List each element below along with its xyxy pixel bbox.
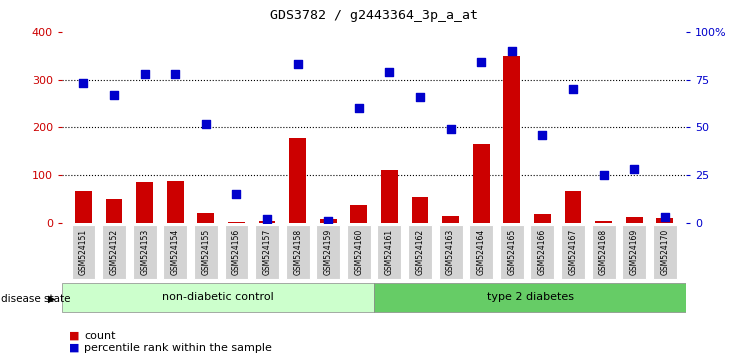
Text: ▶: ▶ <box>48 294 55 304</box>
Bar <box>473 144 490 223</box>
Bar <box>289 138 306 223</box>
FancyBboxPatch shape <box>102 225 126 279</box>
Bar <box>656 218 673 223</box>
Text: GSM524163: GSM524163 <box>446 229 455 275</box>
Point <box>598 172 610 178</box>
Text: GSM524153: GSM524153 <box>140 229 149 275</box>
Bar <box>564 190 581 223</box>
FancyBboxPatch shape <box>133 225 157 279</box>
Point <box>200 121 212 126</box>
FancyBboxPatch shape <box>316 225 340 279</box>
Text: GSM524162: GSM524162 <box>415 229 425 275</box>
Text: GSM524155: GSM524155 <box>201 229 210 275</box>
Text: disease state: disease state <box>1 294 71 304</box>
FancyBboxPatch shape <box>561 225 585 279</box>
Point <box>383 69 395 75</box>
Text: type 2 diabetes: type 2 diabetes <box>487 292 574 302</box>
FancyBboxPatch shape <box>469 225 493 279</box>
Point <box>261 216 273 222</box>
Point <box>506 48 518 54</box>
FancyBboxPatch shape <box>622 225 646 279</box>
FancyBboxPatch shape <box>500 225 523 279</box>
Bar <box>626 217 642 223</box>
Text: GSM524159: GSM524159 <box>323 229 333 275</box>
FancyBboxPatch shape <box>531 225 554 279</box>
FancyBboxPatch shape <box>653 225 677 279</box>
Point <box>231 192 242 197</box>
Bar <box>442 216 459 223</box>
Point <box>475 59 487 65</box>
Text: GSM524168: GSM524168 <box>599 229 608 275</box>
Point <box>77 81 89 86</box>
Point <box>629 167 640 172</box>
Bar <box>350 205 367 223</box>
FancyBboxPatch shape <box>347 225 371 279</box>
Point <box>445 126 456 132</box>
Text: GSM524160: GSM524160 <box>354 229 364 275</box>
Text: GSM524165: GSM524165 <box>507 229 516 275</box>
Bar <box>412 197 429 223</box>
Text: GSM524164: GSM524164 <box>477 229 485 275</box>
Bar <box>75 190 92 223</box>
Text: percentile rank within the sample: percentile rank within the sample <box>84 343 272 353</box>
FancyBboxPatch shape <box>194 225 218 279</box>
Text: ■: ■ <box>69 331 80 341</box>
Bar <box>381 171 398 223</box>
FancyBboxPatch shape <box>72 225 96 279</box>
Text: count: count <box>84 331 115 341</box>
FancyBboxPatch shape <box>164 225 187 279</box>
FancyBboxPatch shape <box>374 283 686 312</box>
FancyBboxPatch shape <box>377 225 402 279</box>
Bar <box>197 212 215 223</box>
Point <box>567 86 579 92</box>
FancyBboxPatch shape <box>591 225 615 279</box>
Text: GSM524161: GSM524161 <box>385 229 394 275</box>
Text: GDS3782 / g2443364_3p_a_at: GDS3782 / g2443364_3p_a_at <box>270 9 478 22</box>
Text: GSM524158: GSM524158 <box>293 229 302 275</box>
Text: GSM524156: GSM524156 <box>232 229 241 275</box>
Bar <box>106 199 123 223</box>
Text: GSM524166: GSM524166 <box>538 229 547 275</box>
Point <box>323 218 334 224</box>
Point <box>414 94 426 100</box>
Point <box>292 62 304 67</box>
Bar <box>258 221 275 223</box>
Bar <box>320 219 337 223</box>
Text: GSM524157: GSM524157 <box>263 229 272 275</box>
Text: ■: ■ <box>69 343 80 353</box>
Text: GSM524151: GSM524151 <box>79 229 88 275</box>
Point <box>353 105 365 111</box>
FancyBboxPatch shape <box>408 225 432 279</box>
Bar <box>167 181 184 223</box>
Text: GSM524152: GSM524152 <box>110 229 118 275</box>
Point <box>169 71 181 77</box>
FancyBboxPatch shape <box>255 225 279 279</box>
Bar <box>228 222 245 223</box>
Text: GSM524154: GSM524154 <box>171 229 180 275</box>
Point <box>537 132 548 138</box>
Bar <box>534 215 551 223</box>
Text: GSM524167: GSM524167 <box>569 229 577 275</box>
Point <box>108 92 120 98</box>
Bar <box>137 182 153 223</box>
FancyBboxPatch shape <box>62 283 374 312</box>
FancyBboxPatch shape <box>225 225 248 279</box>
Bar <box>595 221 612 223</box>
Bar <box>504 56 520 223</box>
Text: GSM524170: GSM524170 <box>660 229 669 275</box>
FancyBboxPatch shape <box>285 225 310 279</box>
Text: non-diabetic control: non-diabetic control <box>162 292 274 302</box>
FancyBboxPatch shape <box>439 225 463 279</box>
Point <box>139 71 150 77</box>
Point <box>659 215 671 220</box>
Text: GSM524169: GSM524169 <box>630 229 639 275</box>
